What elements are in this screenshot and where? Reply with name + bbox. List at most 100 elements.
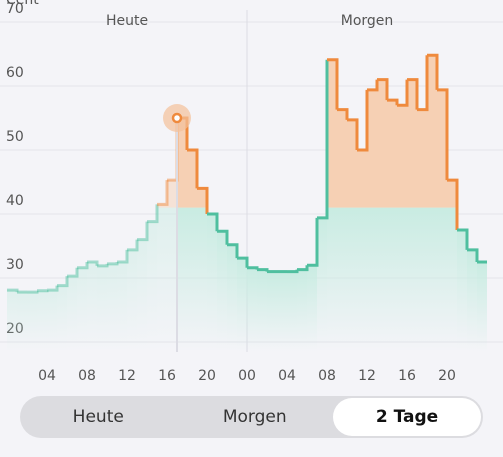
price-step [297,265,309,272]
y-tick-label: 70 [6,1,24,17]
area-high [327,59,337,208]
area-high [447,180,457,208]
area-high [357,150,367,208]
area-low [327,207,337,352]
area-low [47,290,57,352]
x-tick-label: 08 [318,368,336,384]
area-low [357,207,367,352]
area-low [437,207,447,352]
area-low [317,217,327,352]
area-high [407,79,417,208]
area-low [37,290,47,352]
price-step [397,79,409,107]
price-step [287,269,299,274]
price-step [147,204,159,224]
x-tick-label: 16 [398,368,416,384]
price-step [57,276,69,288]
x-tick-label: 04 [278,368,296,384]
price-step [387,98,399,106]
now-dot [171,112,183,124]
area-high [397,105,407,208]
price-step [347,118,359,150]
price-step [127,239,139,252]
price-step [357,89,369,152]
price-step [67,267,79,278]
price-step [427,53,439,90]
area-low [217,231,227,352]
area-low [397,207,407,352]
area-low [407,207,417,352]
area-low [97,265,107,352]
price-step [377,78,389,101]
area-low [17,292,27,352]
price-step [407,78,419,110]
area-high [197,188,207,208]
area-low [427,207,437,352]
x-tick-label: 20 [438,368,456,384]
area-high [367,89,377,208]
price-step [197,186,209,214]
price-step [27,290,39,294]
area-high [377,79,387,208]
y-tick-label: 40 [6,193,24,209]
area-low [207,214,217,352]
area-low [367,207,377,352]
y-tick-label: 50 [6,129,24,145]
x-tick-label: 20 [198,368,216,384]
area-low [27,292,37,352]
area-low [377,207,387,352]
tab[interactable]: Morgen [222,407,287,427]
price-step [107,262,119,266]
area-high [167,180,177,208]
price-step [217,229,229,245]
price-step [37,289,49,293]
price-step [467,248,479,262]
area-low [347,207,357,352]
area-low [457,230,467,352]
tab[interactable]: 2 Tage [333,398,481,436]
area-high [157,204,167,208]
area-low [257,269,267,352]
price-step [367,79,379,92]
area-low [447,207,457,352]
price-step [77,262,89,270]
unit-label: Cent [6,0,39,8]
area-low [277,271,287,352]
price-step [117,249,129,264]
area-low [127,249,137,352]
price-step [227,243,239,259]
area-low [307,265,317,352]
area-low [197,207,207,352]
price-step [417,55,429,112]
area-low [227,244,237,352]
area-low [137,239,147,352]
area-low [57,285,67,352]
price-step [317,59,329,220]
price-step [137,221,149,242]
y-tick-label: 30 [6,257,24,273]
area-high [177,118,187,208]
price-step [47,285,59,292]
area-low [387,207,397,352]
price-step [447,178,459,230]
x-tick-label: 08 [78,368,96,384]
area-low [247,267,257,352]
price-step [207,212,219,232]
x-tick-label: 00 [238,368,256,384]
tab[interactable]: Heute [72,407,124,427]
area-low [157,207,167,352]
price-step [327,58,339,110]
area-high [417,109,427,208]
y-tick-label: 60 [6,65,24,81]
area-low [267,271,277,352]
area-high [427,55,437,208]
area-low [417,207,427,352]
x-tick-label: 12 [358,368,376,384]
area-low [237,258,247,352]
area-low [337,207,347,352]
area-low [87,262,97,352]
area-high [347,119,357,208]
area-low [287,271,297,352]
price-step [337,108,349,120]
